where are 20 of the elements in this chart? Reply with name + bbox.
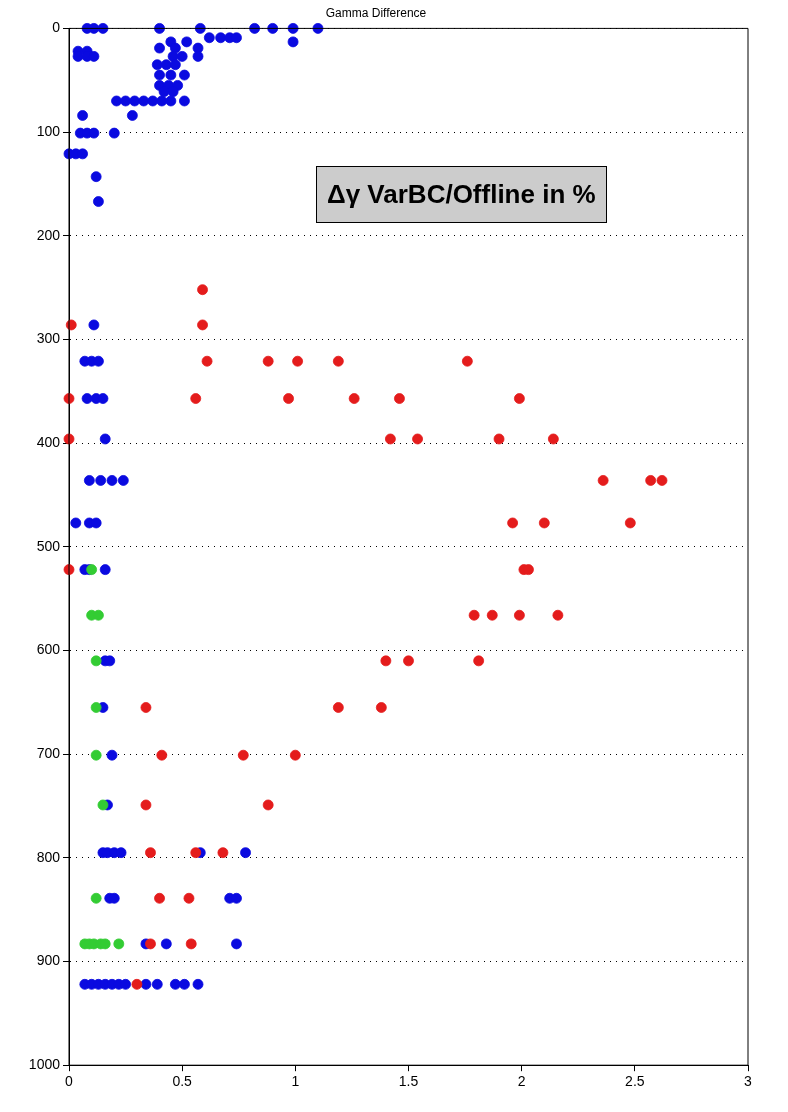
y-tick-label: 0 [52, 19, 61, 36]
y-tick-label: 500 [36, 537, 61, 554]
y-tick-label: 400 [36, 433, 61, 450]
x-tick-label: 2.5 [625, 1073, 645, 1090]
x-tick-label: 0.5 [172, 1073, 193, 1090]
y-tick-label: 800 [36, 848, 61, 865]
x-tick-label: 2 [517, 1073, 526, 1090]
y-tick-label: 900 [36, 952, 61, 969]
x-tick-label: 1.5 [398, 1073, 419, 1090]
annotation: Δγ VarBC/Offline in % [316, 166, 607, 223]
x-tick-label: 3 [744, 1073, 753, 1090]
y-tick-label: 700 [36, 745, 61, 762]
chart-title: Gamma Difference [325, 5, 427, 20]
y-tick-label: 100 [36, 122, 61, 139]
y-tick-label: 1000 [28, 1056, 61, 1073]
y-tick-label: 600 [36, 641, 61, 658]
x-tick-label: 1 [291, 1073, 300, 1090]
y-tick-label: 300 [36, 330, 61, 347]
x-tick-label: 0 [65, 1073, 74, 1090]
y-tick-label: 200 [36, 226, 61, 243]
